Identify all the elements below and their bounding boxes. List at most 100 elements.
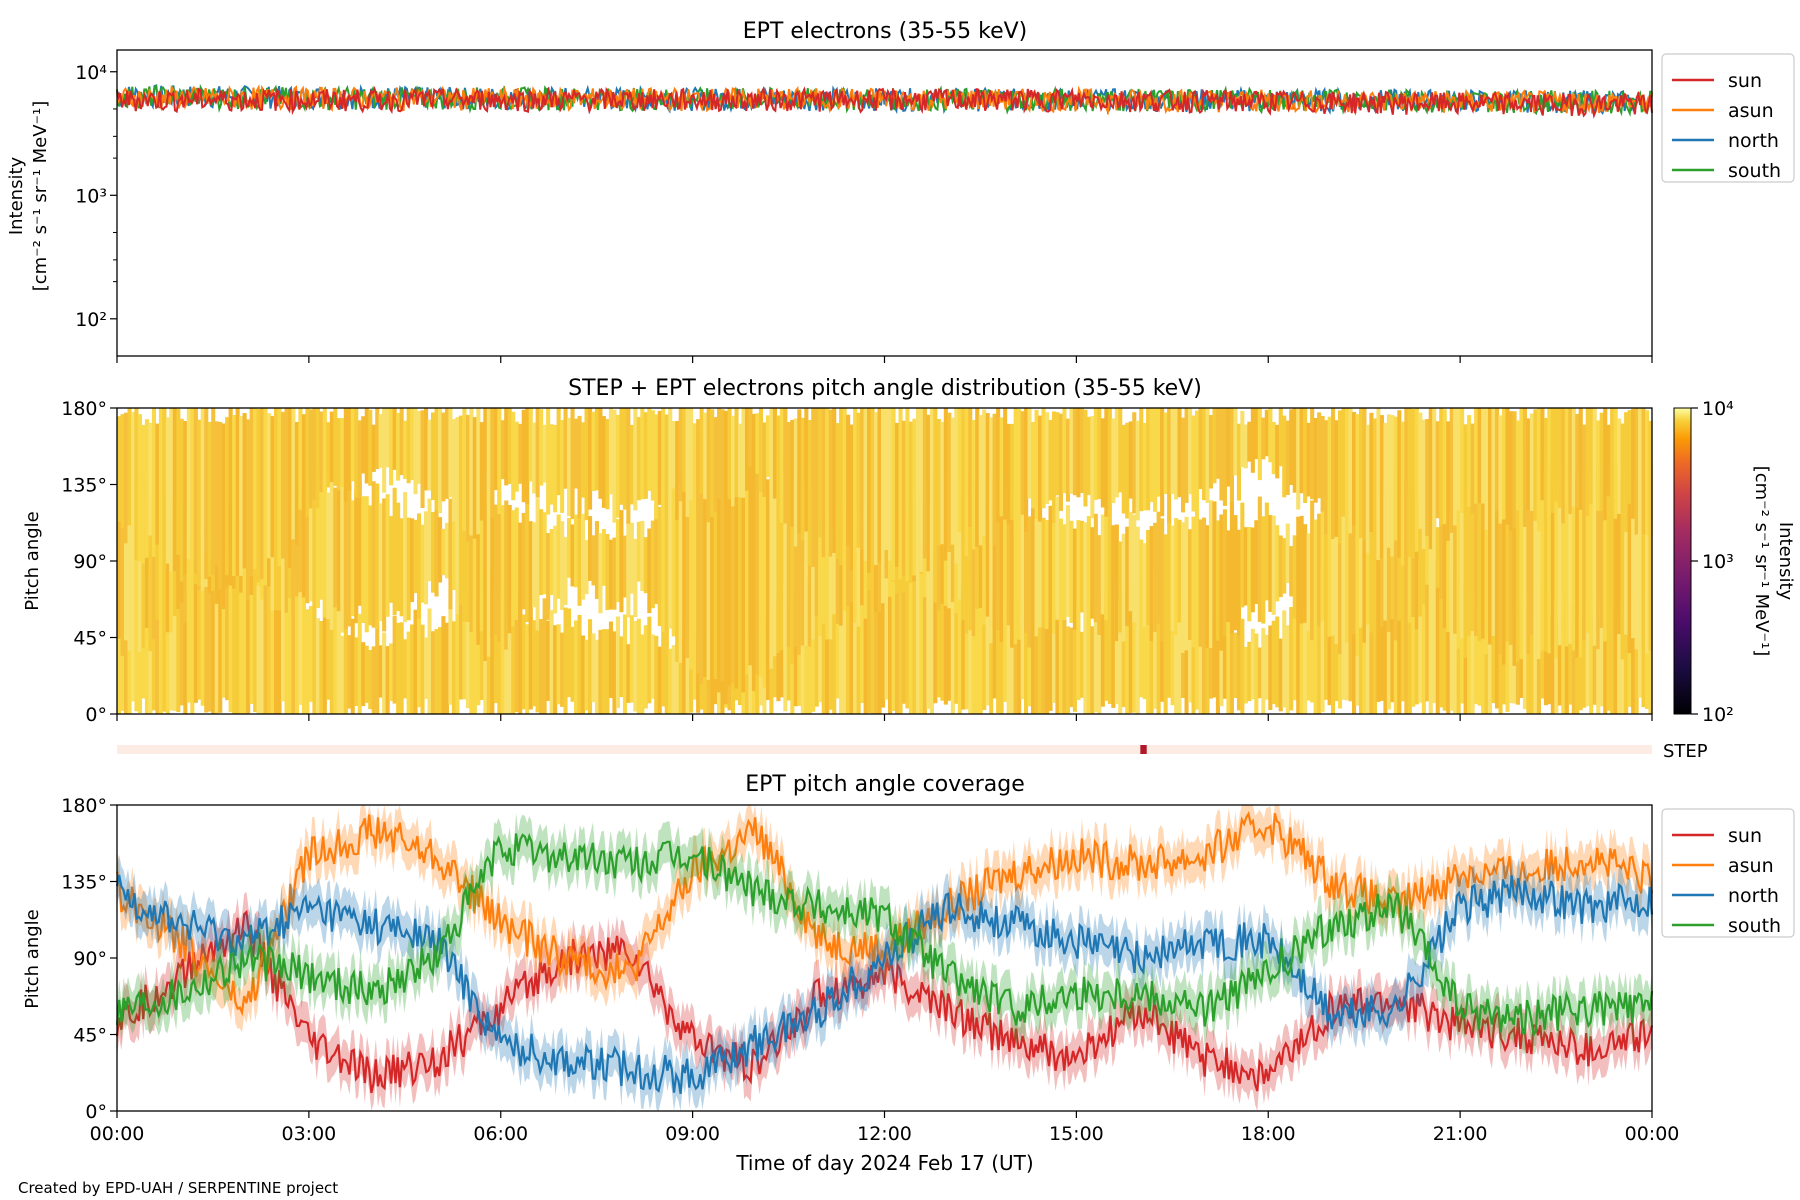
series-line-sun	[115, 909, 1654, 1094]
heatmap-cell	[835, 504, 840, 624]
heatmap-cell	[724, 410, 729, 485]
heatmap-cell	[940, 560, 945, 701]
panel2-y-tick-label: 0°	[85, 704, 107, 726]
heatmap-cell	[717, 408, 722, 500]
heatmap-cell	[1317, 412, 1322, 499]
heatmap-cell	[448, 604, 453, 705]
heatmap-cell	[574, 620, 579, 714]
heatmap-cell	[1247, 527, 1252, 622]
heatmap-cell	[291, 561, 296, 714]
heatmap-cell	[1076, 606, 1081, 701]
heatmap-cell	[961, 583, 966, 710]
heatmap-cell	[563, 607, 568, 714]
heatmap-cell	[389, 516, 394, 603]
heatmap-cell	[518, 597, 523, 714]
heatmap-cell	[598, 629, 603, 714]
heatmap-cell	[919, 562, 924, 714]
heatmap-cell	[678, 408, 683, 502]
heatmap-cell	[1421, 566, 1426, 714]
heatmap-cell	[357, 479, 362, 606]
heatmap-cell	[671, 645, 676, 714]
heatmap-cell	[1024, 408, 1029, 532]
heatmap-cell	[856, 412, 861, 548]
heatmap-cell	[455, 504, 460, 615]
heatmap-cell	[936, 558, 941, 698]
heatmap-cell	[685, 621, 690, 714]
heatmap-cell	[305, 493, 310, 604]
heatmap-cell	[790, 419, 795, 527]
heatmap-cell	[825, 527, 830, 640]
heatmap-cell	[204, 408, 209, 580]
heatmap-cell	[294, 422, 299, 546]
heatmap-cell	[807, 420, 812, 566]
heatmap-cell	[1582, 424, 1587, 505]
heatmap-cell	[1491, 471, 1496, 636]
heatmap-cell	[1334, 588, 1339, 702]
heatmap-cell	[926, 558, 931, 709]
heatmap-cell	[1390, 557, 1395, 703]
heatmap-cell	[350, 500, 355, 617]
heatmap-cell	[1522, 592, 1527, 710]
heatmap-cell	[999, 581, 1004, 714]
heatmap-cell	[340, 635, 345, 714]
heatmap-cell	[591, 411, 596, 492]
heatmap-cell	[1456, 408, 1461, 511]
heatmap-cell	[842, 408, 847, 564]
heatmap-cell	[783, 472, 788, 674]
heatmap-cell	[926, 414, 931, 572]
heatmap-cell	[1236, 423, 1241, 501]
heatmap-cell	[765, 479, 770, 666]
heatmap-cell	[270, 416, 275, 558]
heatmap-cell	[256, 525, 261, 714]
heatmap-cell	[1407, 408, 1412, 558]
heatmap-cell	[124, 477, 129, 641]
heatmap-cell	[137, 483, 142, 652]
heatmap-cell	[1362, 484, 1367, 643]
heatmap-cell	[853, 408, 858, 564]
heatmap-cell	[1585, 598, 1590, 707]
heatmap-cell	[357, 420, 362, 498]
heatmap-cell	[267, 537, 272, 714]
heatmap-cell	[1240, 411, 1245, 468]
heatmap-cell	[340, 418, 345, 487]
heatmap-cell	[727, 408, 732, 500]
heatmap-cell	[1638, 457, 1643, 645]
heatmap-cell	[493, 408, 498, 491]
heatmap-cell	[1606, 489, 1611, 647]
heatmap-cell	[598, 533, 603, 614]
heatmap-cell	[368, 409, 373, 486]
heatmap-cell	[1195, 410, 1200, 513]
heatmap-cell	[1268, 515, 1273, 612]
heatmap-cell	[1041, 408, 1046, 509]
heatmap-cell	[1184, 594, 1189, 714]
heatmap-cell	[190, 536, 195, 714]
heatmap-cell	[912, 534, 917, 714]
heatmap-cell	[776, 415, 781, 524]
heatmap-cell	[291, 408, 296, 540]
heatmap-cell	[476, 477, 481, 645]
heatmap-cell	[1212, 408, 1217, 484]
heatmap-cell	[961, 408, 966, 544]
heatmap-cell	[1163, 600, 1168, 714]
heatmap-cell	[1449, 511, 1454, 637]
heatmap-cell	[1121, 580, 1126, 708]
heatmap-cell	[235, 573, 240, 714]
heatmap-cell	[1418, 412, 1423, 529]
heatmap-cell	[727, 447, 732, 686]
heatmap-cell	[542, 424, 547, 483]
heatmap-cell	[570, 524, 575, 587]
heatmap-cell	[1613, 465, 1618, 635]
heatmap-cell	[563, 408, 568, 489]
heatmap-cell	[176, 408, 181, 555]
heatmap-cell	[518, 423, 523, 484]
heatmap-cell	[1065, 626, 1070, 714]
heatmap-cell	[1261, 516, 1266, 624]
heatmap-cell	[706, 408, 711, 523]
heatmap-cell	[1627, 410, 1632, 504]
heatmap-cell	[1031, 422, 1036, 509]
heatmap-cell	[1058, 413, 1063, 511]
heatmap-cell	[148, 422, 153, 536]
heatmap-cell	[392, 615, 397, 704]
heatmap-cell	[982, 409, 987, 536]
heatmap-cell	[1027, 408, 1032, 499]
